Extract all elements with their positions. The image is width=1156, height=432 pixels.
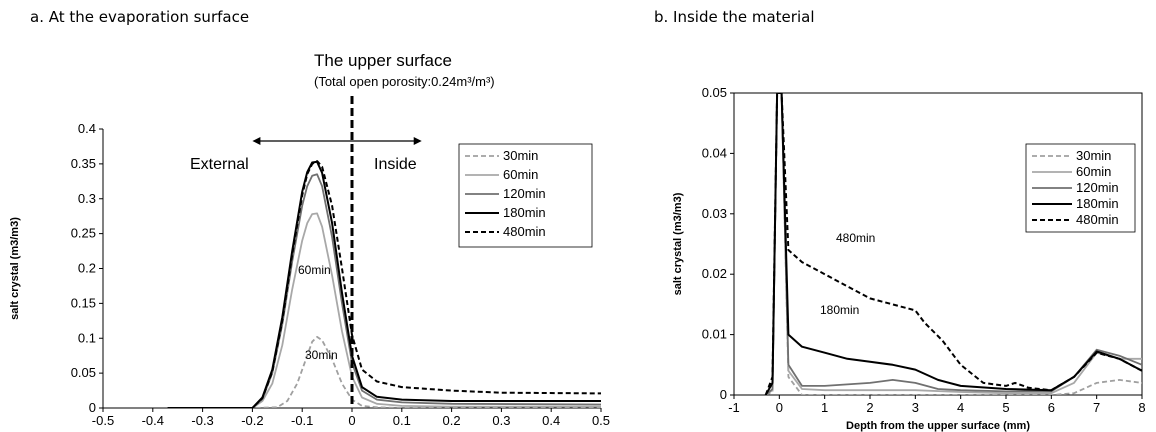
y-tick-label: 0.35 xyxy=(71,156,96,171)
x-tick-label: 0.4 xyxy=(542,413,560,428)
x-tick-label: 0.3 xyxy=(492,413,510,428)
y-tick-label: 0.2 xyxy=(78,261,96,276)
legend-box xyxy=(458,143,593,248)
series-group xyxy=(764,93,1142,395)
external-label: External xyxy=(190,156,249,173)
label-60min: 60min xyxy=(298,263,331,277)
panel-a-title: a. At the evaporation surface xyxy=(30,8,250,26)
legend-label-30min: 30min xyxy=(1076,148,1111,163)
legend-label-60min: 60min xyxy=(1076,164,1111,179)
legend-label-480min: 480min xyxy=(503,224,546,239)
legend-label-30min: 30min xyxy=(503,148,538,163)
x-tick-label: 0.5 xyxy=(592,413,610,428)
upper-surface-title: The upper surface xyxy=(314,51,452,70)
arrow-head-right-icon xyxy=(413,137,422,145)
y-tick-label: 0 xyxy=(89,400,96,415)
y-tick-label: 0.05 xyxy=(702,85,727,100)
legend-label-180min: 180min xyxy=(1076,196,1119,211)
legend-label-120min: 120min xyxy=(1076,180,1119,195)
y-tick-label: 0 xyxy=(720,387,727,402)
x-tick-label: -0.4 xyxy=(142,413,164,428)
y-axis-title: salt crystal (m3/m3) xyxy=(9,217,21,320)
y-tick-label: 0.1 xyxy=(78,330,96,345)
panel-b-title: b. Inside the material xyxy=(654,8,815,26)
series-group xyxy=(167,160,601,408)
series-line-60min xyxy=(167,212,601,408)
x-tick-label: -0.5 xyxy=(92,413,114,428)
x-tick-label: 3 xyxy=(912,400,919,415)
y-tick-label: 0.4 xyxy=(78,121,96,136)
x-axis-title: Depth from the upper surface (mm) xyxy=(846,420,1030,432)
y-tick-label: 0.3 xyxy=(78,191,96,206)
y-tick-label: 0.04 xyxy=(702,145,727,160)
x-tick-label: -1 xyxy=(728,400,740,415)
series-line-30min xyxy=(765,93,1142,395)
y-tick-label: 0.15 xyxy=(71,295,96,310)
chart-panel-a: -0.5 -0.4 -0.3 -0.2 -0.1 0 0.1 0.2 0.3 0.4 0.5 0 0.0… xyxy=(9,51,610,428)
x-tick-label: 1 xyxy=(821,400,828,415)
y-tick-label: 0.03 xyxy=(702,206,727,221)
series-line-120min xyxy=(765,93,1142,395)
series-line-60min xyxy=(765,93,1142,395)
series-line-180min xyxy=(764,93,1142,395)
series-line-480min xyxy=(764,93,1142,395)
x-tick-label: 0 xyxy=(776,400,783,415)
series-line-480min xyxy=(167,160,601,408)
legend-label-120min: 120min xyxy=(503,186,546,201)
x-tick-label: 0.2 xyxy=(443,413,461,428)
x-tick-label: -0.1 xyxy=(291,413,313,428)
x-tick-label: 4 xyxy=(957,400,964,415)
x-tick-label: 2 xyxy=(866,400,873,415)
x-tick-label: 5 xyxy=(1002,400,1009,415)
x-tick-label: 7 xyxy=(1093,400,1100,415)
x-tick-label: 0 xyxy=(348,413,355,428)
y-tick-label: 0.05 xyxy=(71,365,96,380)
series-line-30min xyxy=(167,335,601,408)
series-line-120min xyxy=(167,173,601,408)
x-tick-label: 0.1 xyxy=(393,413,411,428)
x-tick-label: 6 xyxy=(1048,400,1055,415)
porosity-note: (Total open porosity:0.24m³/m³) xyxy=(314,74,495,89)
legend-label-480min: 480min xyxy=(1076,212,1119,227)
y-tick-label: 0.01 xyxy=(702,327,727,342)
arrow-head-left-icon xyxy=(252,137,261,145)
label-480min: 480min xyxy=(836,231,875,245)
plot-frame xyxy=(733,92,1143,396)
label-30min: 30min xyxy=(305,348,338,362)
legend-label-60min: 60min xyxy=(503,167,538,182)
label-180min: 180min xyxy=(820,303,859,317)
x-tick-label: -0.2 xyxy=(241,413,263,428)
legend-label-180min: 180min xyxy=(503,205,546,220)
y-tick-label: 0.02 xyxy=(702,266,727,281)
y-axis-title: salt crystal (m3/m3) xyxy=(672,192,684,295)
y-tick-label: 0.25 xyxy=(71,226,96,241)
x-tick-label: -0.3 xyxy=(191,413,213,428)
inside-label: Inside xyxy=(374,156,417,173)
x-tick-label: 8 xyxy=(1138,400,1145,415)
